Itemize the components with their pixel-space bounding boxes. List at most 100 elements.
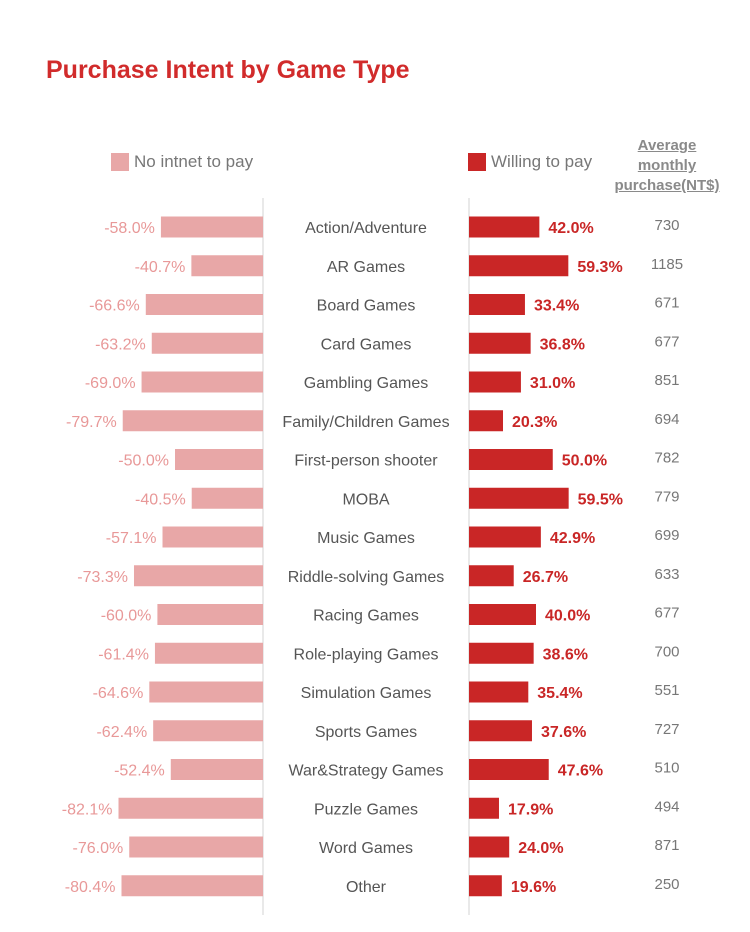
header-line-3: purchase(NT$) [614, 177, 720, 194]
bar-no-intent [118, 797, 263, 819]
category-label: Gambling Games [304, 375, 429, 392]
average-purchase-header: Average monthly purchase(NT$) [604, 136, 730, 196]
bar-willing [469, 797, 499, 819]
chart-title: Purchase Intent by Game Type [46, 56, 410, 84]
category-label: Music Games [317, 530, 415, 547]
bar-no-intent [170, 759, 263, 780]
bar-willing [469, 875, 502, 897]
bar-no-intent [191, 255, 263, 277]
category-label: Card Games [321, 336, 412, 353]
category-label: Other [346, 879, 387, 896]
avg-purchase-value: 551 [654, 682, 679, 699]
label-willing: 47.6% [558, 763, 603, 780]
bar-willing [469, 526, 541, 548]
label-willing: 26.7% [523, 569, 568, 586]
bar-no-intent [141, 371, 263, 393]
label-willing: 37.6% [541, 724, 586, 741]
label-willing: 40.0% [545, 608, 590, 625]
category-label: Action/Adventure [305, 220, 427, 237]
label-no-intent: -60.0% [101, 608, 152, 625]
label-willing: 17.9% [508, 801, 553, 818]
bar-willing [469, 371, 521, 393]
bar-willing [469, 759, 549, 780]
legend-label-no-intent: No intnet to pay [134, 152, 254, 171]
label-no-intent: -76.0% [73, 840, 124, 857]
label-no-intent: -64.6% [93, 685, 144, 702]
bar-no-intent [151, 332, 263, 354]
avg-purchase-value: 677 [654, 333, 679, 350]
avg-purchase-value: 851 [654, 372, 679, 389]
label-willing: 59.5% [578, 491, 623, 508]
label-willing: 33.4% [534, 298, 579, 315]
bar-no-intent [157, 604, 263, 625]
avg-purchase-value: 1185 [651, 256, 683, 273]
label-no-intent: -79.7% [66, 414, 117, 431]
bar-no-intent [122, 410, 263, 432]
bar-no-intent [191, 487, 263, 509]
avg-purchase-value: 782 [654, 450, 679, 467]
avg-purchase-value: 494 [654, 798, 679, 815]
bar-no-intent [160, 216, 263, 238]
bar-willing [469, 216, 540, 238]
avg-purchase-value: 871 [654, 837, 679, 854]
bar-willing [469, 255, 569, 277]
bar-no-intent [149, 681, 263, 703]
avg-purchase-value: 699 [654, 527, 679, 544]
bar-willing [469, 332, 531, 354]
label-willing: 50.0% [562, 453, 607, 470]
avg-purchase-value: 633 [654, 566, 679, 583]
category-label: Sports Games [315, 724, 417, 741]
avg-purchase-value: 730 [654, 217, 679, 234]
label-no-intent: -82.1% [62, 801, 113, 818]
label-willing: 42.0% [548, 220, 593, 237]
avg-purchase-value: 700 [654, 643, 679, 660]
category-label: First-person shooter [294, 453, 438, 470]
bar-no-intent [129, 836, 263, 858]
label-no-intent: -52.4% [114, 763, 165, 780]
avg-purchase-value: 727 [654, 721, 679, 738]
label-willing: 24.0% [518, 840, 563, 857]
category-label: War&Strategy Games [288, 763, 443, 780]
category-label: Riddle-solving Games [288, 569, 445, 586]
label-willing: 36.8% [540, 336, 585, 353]
bar-willing [469, 681, 529, 703]
legend-willing: Willing to pay [468, 152, 592, 172]
bar-no-intent [175, 449, 263, 470]
category-label: Simulation Games [301, 685, 432, 702]
label-no-intent: -57.1% [106, 530, 157, 547]
label-no-intent: -58.0% [104, 220, 155, 237]
bar-no-intent [133, 565, 263, 587]
label-no-intent: -40.7% [135, 259, 186, 276]
category-label: AR Games [327, 259, 405, 276]
label-no-intent: -62.4% [96, 724, 147, 741]
category-label: Family/Children Games [282, 414, 449, 431]
bar-no-intent [162, 526, 263, 548]
legend-swatch-no-intent [111, 153, 129, 171]
bar-willing [469, 565, 514, 587]
category-label: Word Games [319, 840, 413, 857]
bar-no-intent [145, 294, 263, 315]
avg-purchase-value: 671 [654, 295, 679, 312]
label-willing: 35.4% [537, 685, 582, 702]
label-willing: 31.0% [530, 375, 575, 392]
label-no-intent: -69.0% [85, 375, 136, 392]
avg-purchase-value: 779 [654, 488, 679, 505]
category-label: Role-playing Games [294, 646, 439, 663]
label-willing: 59.3% [577, 259, 622, 276]
label-no-intent: -61.4% [98, 646, 149, 663]
avg-purchase-value: 677 [654, 605, 679, 622]
bar-willing [469, 294, 525, 315]
label-no-intent: -63.2% [95, 336, 146, 353]
label-willing: 42.9% [550, 530, 595, 547]
bar-willing [469, 642, 534, 664]
label-no-intent: -80.4% [65, 879, 116, 896]
bar-willing [469, 410, 504, 432]
category-label: Board Games [317, 298, 416, 315]
label-no-intent: -73.3% [77, 569, 128, 586]
bar-no-intent [153, 720, 263, 742]
category-label: MOBA [342, 491, 389, 508]
label-no-intent: -66.6% [89, 298, 140, 315]
legend-swatch-willing [468, 153, 486, 171]
label-no-intent: -40.5% [135, 491, 186, 508]
